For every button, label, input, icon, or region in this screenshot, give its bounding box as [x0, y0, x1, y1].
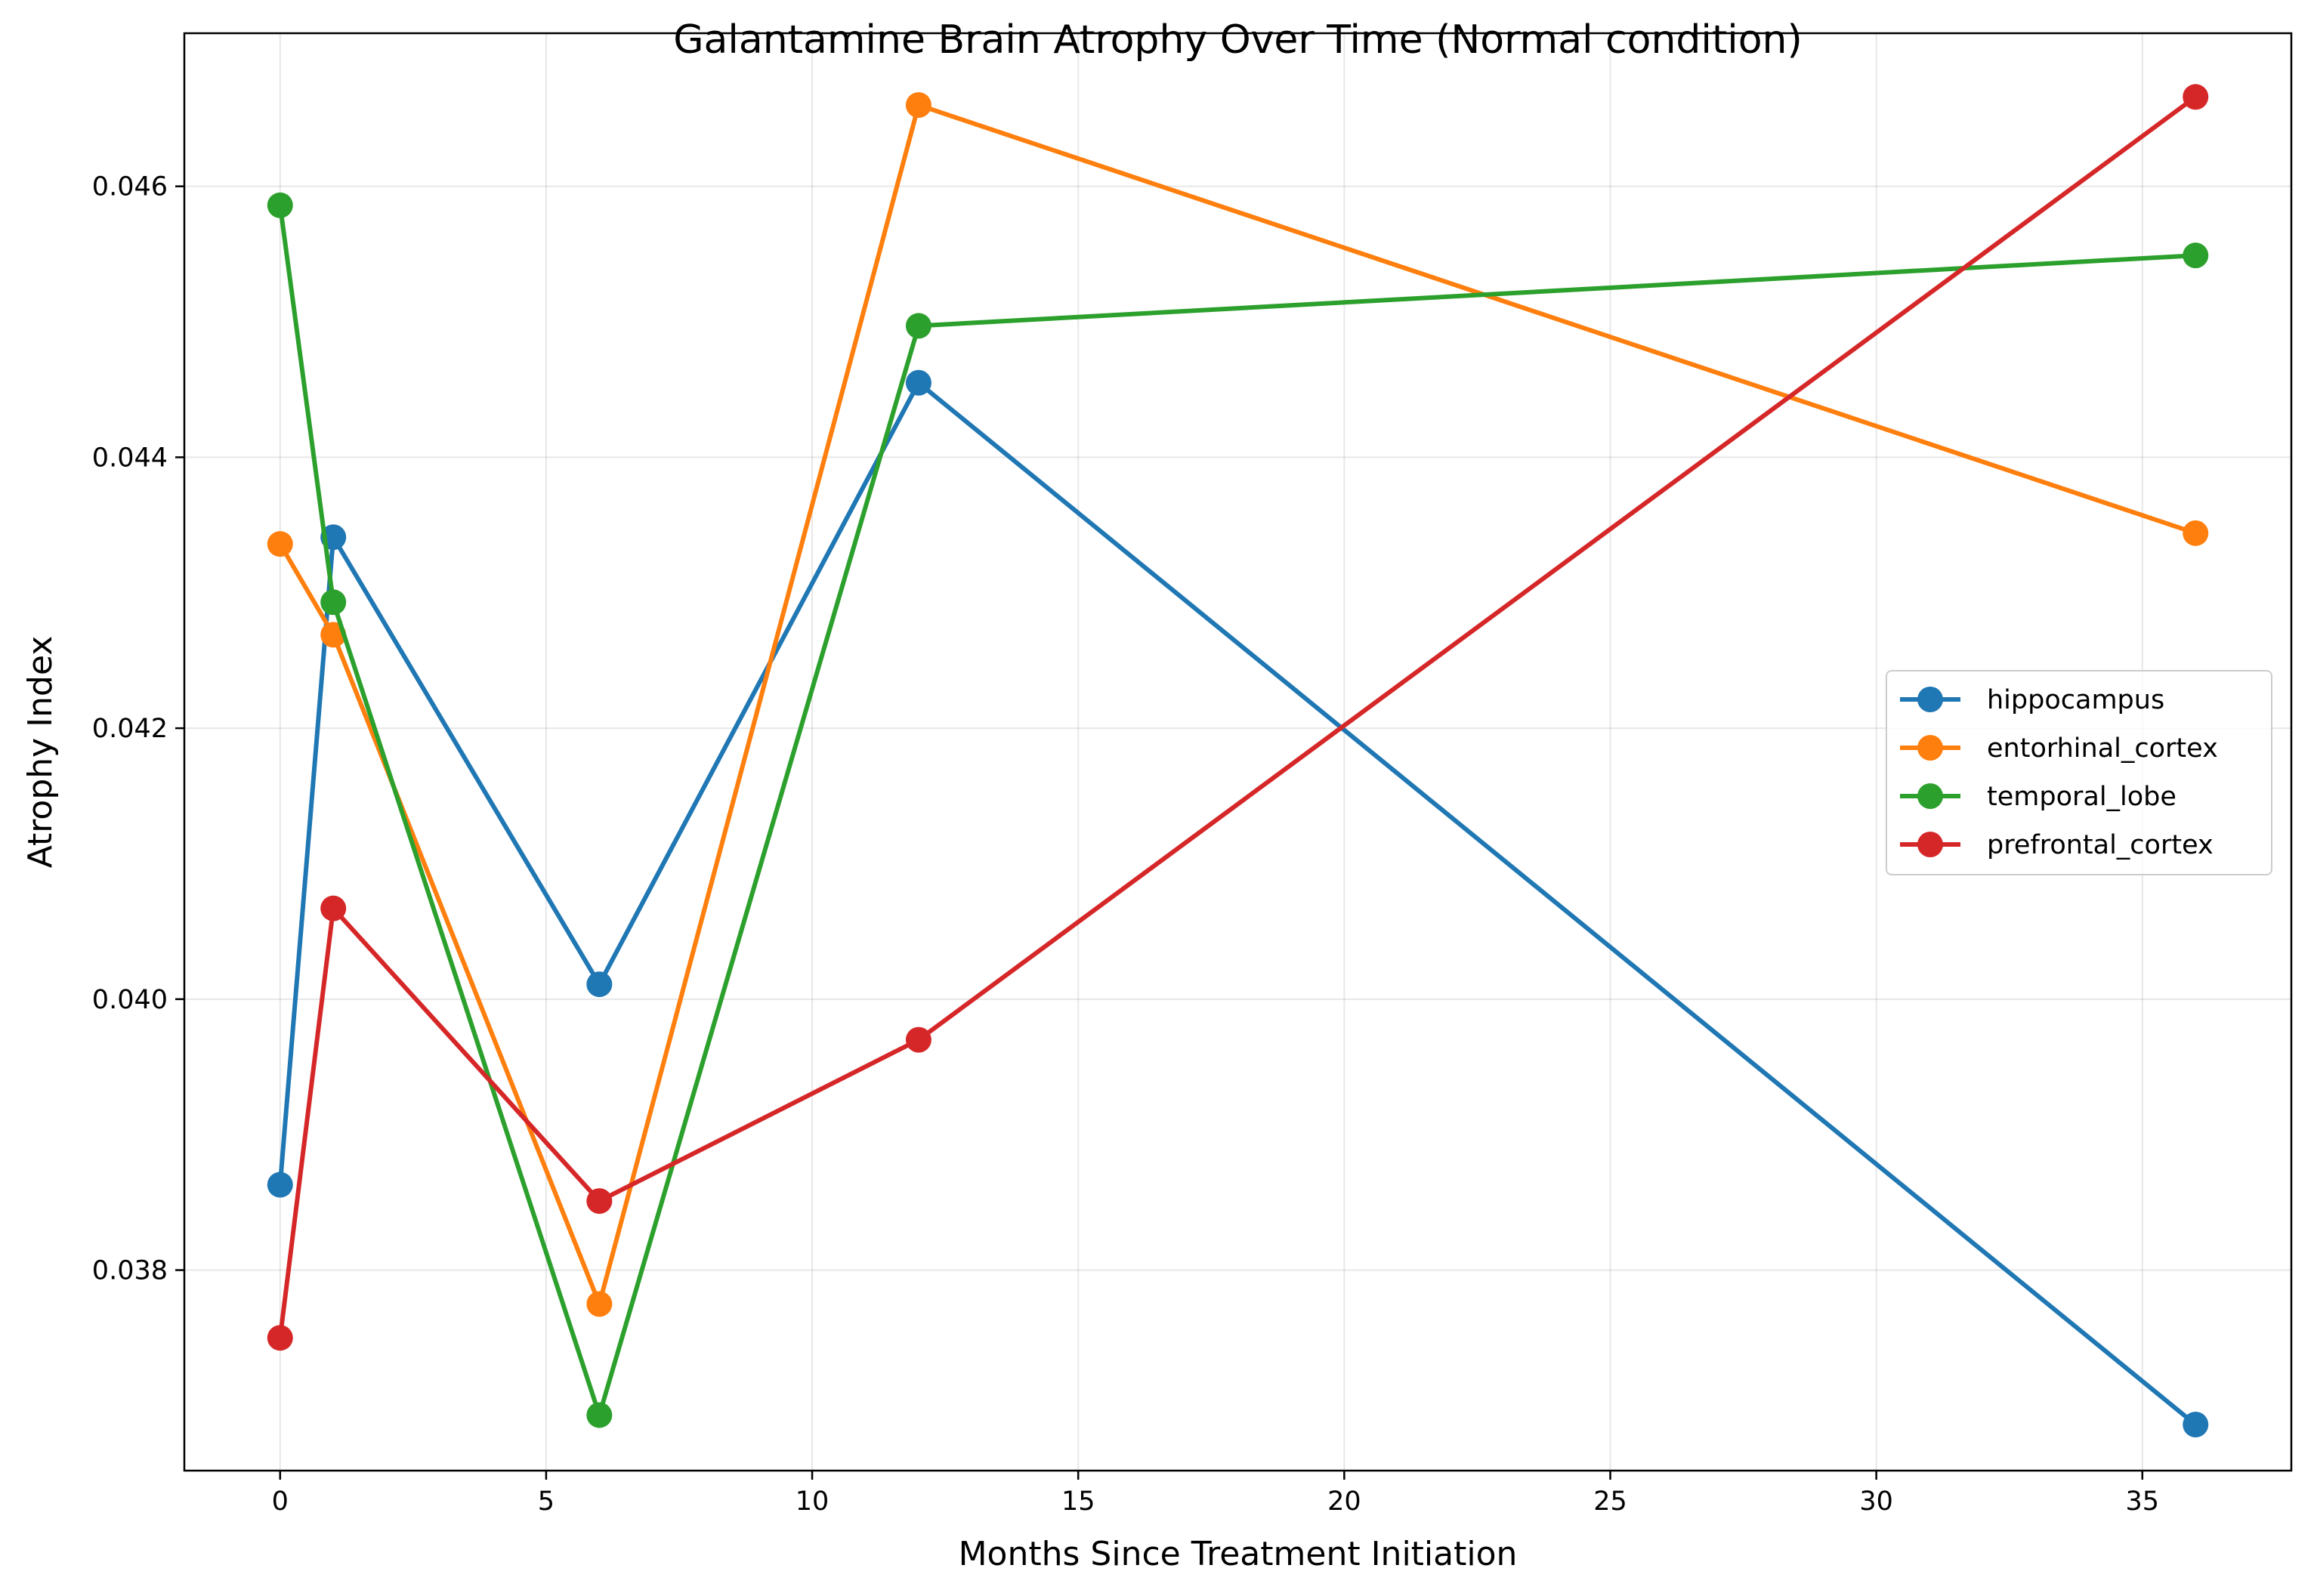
data-point: [905, 1026, 931, 1053]
y-tick-label: 0.046: [92, 172, 168, 202]
data-point: [905, 369, 931, 396]
series-prefrontal-cortex: [267, 84, 2209, 1351]
legend-frame: [1886, 670, 2272, 875]
chart-title: Galantamine Brain Atrophy Over Time (Nor…: [673, 17, 1803, 63]
data-point: [2183, 84, 2209, 110]
data-point: [267, 1325, 293, 1351]
data-point: [320, 589, 347, 616]
legend-marker: [1917, 832, 1943, 857]
data-point: [2183, 242, 2209, 269]
series-layer: [267, 84, 2209, 1438]
x-tick-label: 10: [796, 1486, 830, 1517]
legend-label: hippocampus: [1987, 685, 2164, 715]
legend-marker: [1917, 735, 1943, 761]
data-point: [586, 1291, 613, 1317]
y-tick-label: 0.044: [92, 443, 168, 473]
x-tick-label: 20: [1327, 1486, 1361, 1517]
x-tick-label: 0: [272, 1486, 289, 1517]
legend-label: entorhinal_cortex: [1987, 733, 2218, 764]
y-axis-label: Atrophy Index: [21, 636, 60, 869]
data-point: [267, 531, 293, 557]
data-point: [320, 895, 347, 921]
x-axis-label: Months Since Treatment Initiation: [959, 1535, 1518, 1573]
x-tick-label: 15: [1061, 1486, 1095, 1517]
data-point: [586, 1188, 613, 1215]
legend-item: entorhinal_cortex: [1900, 733, 2218, 764]
y-tick-label: 0.038: [92, 1256, 168, 1286]
legend-marker: [1917, 687, 1943, 712]
x-axis-ticks: 0 5 10 15 20 25 30 35: [272, 1471, 2159, 1517]
data-point: [2183, 520, 2209, 546]
x-tick-label: 30: [1859, 1486, 1893, 1517]
data-point: [905, 313, 931, 339]
data-point: [267, 1172, 293, 1198]
data-point: [586, 1402, 613, 1428]
legend-item: hippocampus: [1900, 685, 2164, 715]
data-point: [905, 92, 931, 119]
x-tick-label: 35: [2126, 1486, 2160, 1517]
legend-marker: [1917, 783, 1943, 809]
data-point: [586, 971, 613, 998]
x-tick-label: 25: [1593, 1486, 1627, 1517]
y-tick-label: 0.040: [92, 985, 168, 1015]
x-tick-label: 5: [538, 1486, 555, 1517]
y-tick-label: 0.042: [92, 714, 168, 744]
legend-label: temporal_lobe: [1987, 782, 2177, 812]
legend: hippocampus entorhinal_cortex temporal_lob…: [1886, 670, 2272, 875]
legend-label: prefrontal_cortex: [1987, 830, 2214, 860]
plot-frame: [183, 32, 2293, 1472]
data-point: [267, 192, 293, 218]
legend-item: temporal_lobe: [1900, 782, 2177, 812]
series-hippocampus: [267, 369, 2209, 1438]
series-temporal-lobe: [267, 192, 2209, 1428]
y-axis-ticks: 0.038 0.040 0.042 0.044 0.046: [92, 172, 184, 1286]
legend-item: prefrontal_cortex: [1900, 830, 2214, 860]
data-point: [2183, 1412, 2209, 1438]
